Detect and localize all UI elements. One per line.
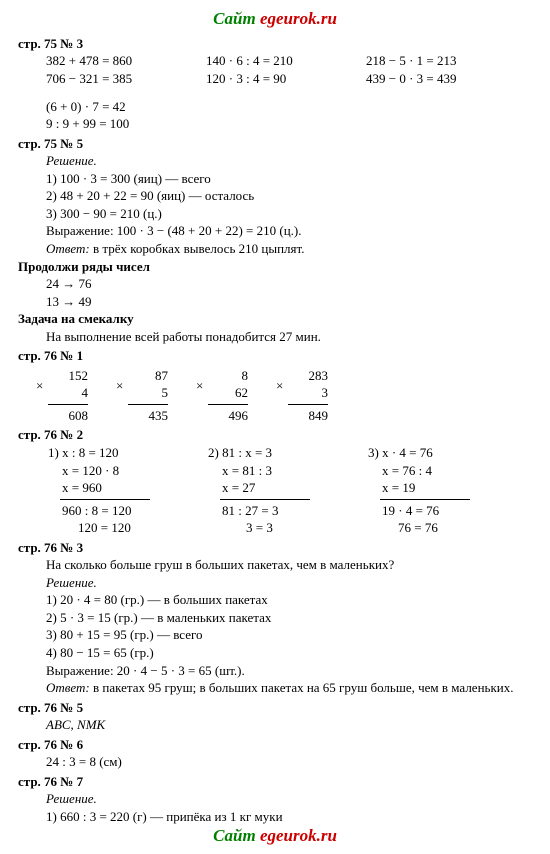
expression: Выражение: 100 · 3 − (48 + 20 + 22) = 21… [46, 222, 532, 240]
mult-result: 496 [208, 407, 248, 425]
mult-result: 849 [288, 407, 328, 425]
header-p75-n3: стр. 75 № 3 [18, 35, 532, 53]
step: 1) 660 : 3 = 220 (г) — припёка из 1 кг м… [46, 808, 532, 826]
eq-step: 3) x · 4 = 76 [368, 444, 478, 462]
mult-result: 435 [128, 407, 168, 425]
question: На сколько больше груш в больших пакетах… [46, 556, 532, 574]
answer-label: Ответ: [46, 241, 90, 256]
header-p76-n5: стр. 76 № 5 [18, 699, 532, 717]
header-p76-n7: стр. 76 № 7 [18, 773, 532, 791]
mult-block: ×283 3 849 [288, 367, 328, 425]
watermark-url: egeurok.ru [260, 9, 337, 28]
eq-check: 120 = 120 [48, 519, 158, 537]
mult-b: 62 [208, 384, 248, 402]
header-p76-n3: стр. 76 № 3 [18, 539, 532, 557]
step: 1) 100 · 3 = 300 (яиц) — всего [46, 170, 532, 188]
smekalka-text: На выполнение всей работы понадобится 27… [18, 328, 532, 346]
step: 1) 20 · 4 = 80 (гр.) — в больших пакетах [46, 591, 532, 609]
answer-row: Ответ: в трёх коробках вывелось 210 цыпл… [46, 240, 532, 258]
eq-step: x = 960 [48, 479, 158, 497]
multiplication-row: ×152 4 608 ×87 5 435 ×8 62 496 ×283 3 84… [48, 367, 532, 425]
step: 3) 300 − 90 = 210 (ц.) [46, 205, 532, 223]
eq-check: 960 : 8 = 120 [48, 502, 158, 520]
eq-check: 19 · 4 = 76 [368, 502, 478, 520]
watermark-label: Сайт [213, 9, 256, 28]
eq: (6 + 0) · 7 = 42 [46, 98, 532, 116]
header-p75-n5: стр. 75 № 5 [18, 135, 532, 153]
watermark-bottom: Сайт egeurok.ru [0, 825, 550, 848]
step: 2) 5 · 3 = 15 (гр.) — в маленьких пакета… [46, 609, 532, 627]
header-p76-n6: стр. 76 № 6 [18, 736, 532, 754]
eq-step: x = 120 · 8 [48, 462, 158, 480]
p76n6-text: 24 : 3 = 8 (см) [18, 753, 532, 771]
step: 3) 80 + 15 = 95 (гр.) — всего [46, 626, 532, 644]
mult-b: 4 [48, 384, 88, 402]
equations-row: 1) x : 8 = 120 x = 120 · 8 x = 960 960 :… [48, 444, 532, 537]
step: 2) 48 + 20 + 22 = 90 (яиц) — осталось [46, 187, 532, 205]
header-p76-n2: стр. 76 № 2 [18, 426, 532, 444]
header-p76-n1: стр. 76 № 1 [18, 347, 532, 365]
eq: 439 − 0 · 3 = 439 [366, 70, 486, 88]
watermark-top: Сайт egeurok.ru [18, 8, 532, 31]
eq: 218 − 5 · 1 = 213 [366, 52, 486, 70]
eq: 706 − 321 = 385 [46, 70, 166, 88]
watermark-url: egeurok.ru [260, 826, 337, 845]
eq-step: 1) x : 8 = 120 [48, 444, 158, 462]
eq-check: 76 = 76 [368, 519, 478, 537]
mult-block: ×87 5 435 [128, 367, 168, 425]
eq-step: x = 27 [208, 479, 318, 497]
eq: 382 + 478 = 860 [46, 52, 166, 70]
solution-title: Решение. [46, 152, 532, 170]
eq-step: 2) 81 : x = 3 [208, 444, 318, 462]
watermark-label: Сайт [213, 826, 256, 845]
mult-a: 283 [309, 368, 329, 383]
step: 4) 80 − 15 = 65 (гр.) [46, 644, 532, 662]
header-continue: Продолжи ряды чисел [18, 258, 532, 276]
mult-b: 3 [288, 384, 328, 402]
header-smekalka: Задача на смекалку [18, 310, 532, 328]
answer-row: Ответ: в пакетах 95 груш; в больших паке… [46, 679, 532, 697]
answer-text: в пакетах 95 груш; в больших пакетах на … [90, 680, 514, 695]
mult-result: 608 [48, 407, 88, 425]
solution-title: Решение. [46, 574, 532, 592]
series: 13 → 49 [46, 293, 532, 311]
solution-title: Решение. [46, 790, 532, 808]
series: 24 → 76 [46, 275, 532, 293]
eq: 140 · 6 : 4 = 210 [206, 52, 326, 70]
mult-b: 5 [128, 384, 168, 402]
answer-label: Ответ: [46, 680, 90, 695]
eq-check: 3 = 3 [208, 519, 318, 537]
mult-block: ×8 62 496 [208, 367, 248, 425]
eq-check: 81 : 27 = 3 [208, 502, 318, 520]
p76n5-text: ABC, NMK [18, 716, 532, 734]
mult-block: ×152 4 608 [48, 367, 88, 425]
eq-step: x = 81 : 3 [208, 462, 318, 480]
mult-a: 87 [155, 368, 168, 383]
eq: 120 · 3 : 4 = 90 [206, 70, 326, 88]
eq-step: x = 19 [368, 479, 478, 497]
answer-text: в трёх коробках вывелось 210 цыплят. [90, 241, 305, 256]
eq: 9 : 9 + 99 = 100 [46, 115, 532, 133]
expression: Выражение: 20 · 4 − 5 · 3 = 65 (шт.). [46, 662, 532, 680]
eq-step: x = 76 : 4 [368, 462, 478, 480]
mult-a: 8 [242, 368, 249, 383]
mult-a: 152 [69, 368, 89, 383]
